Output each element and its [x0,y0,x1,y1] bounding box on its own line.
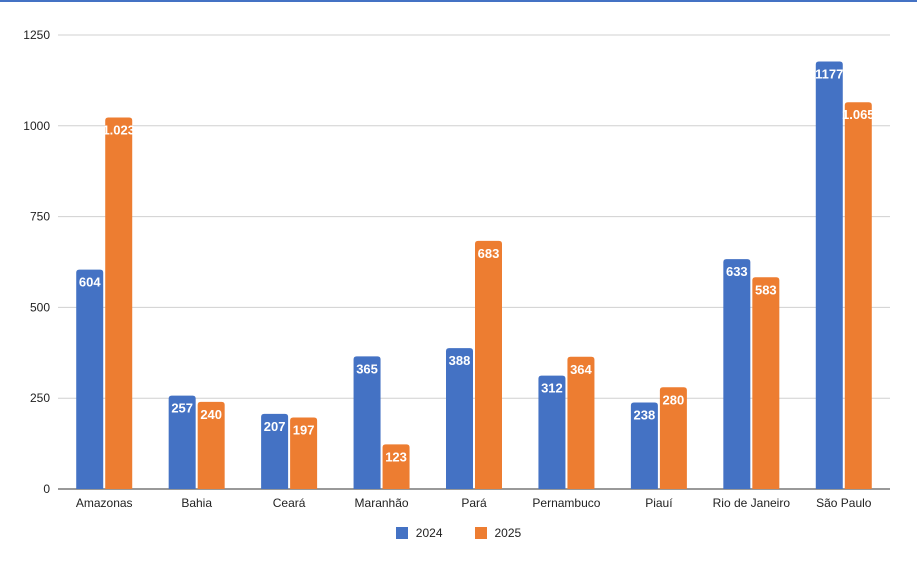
data-label: 364 [570,362,592,377]
x-tick-label: São Paulo [816,496,872,510]
legend-swatch-2024 [395,527,408,539]
data-label: 197 [293,422,315,437]
y-tick-label: 1000 [23,119,50,133]
bar-2025-são-paulo [844,102,872,489]
x-tick-label: Amazonas [76,496,133,510]
legend-item-2025: 2025 [474,526,522,540]
bar-2025-bahia [197,401,225,489]
data-label: 312 [541,381,563,396]
bar-2024-pará [446,348,473,489]
data-label: 633 [726,264,748,279]
x-tick-label: Maranhão [355,496,409,510]
y-tick-label: 0 [43,482,50,496]
data-label: 388 [449,353,471,368]
data-label: 365 [356,361,378,376]
data-label: 604 [79,275,101,290]
x-tick-label: Rio de Janeiro [713,496,791,510]
top-border [0,0,917,2]
legend-swatch-2025 [474,527,487,539]
x-tick-label: Bahia [181,496,212,510]
bar-2024-pernambuco [538,375,566,489]
x-tick-label: Pará [461,496,487,510]
bar-2025-pará [475,240,502,489]
y-tick-label: 750 [30,210,50,224]
data-label: 123 [385,449,407,464]
legend-item-2024: 2024 [395,526,443,540]
bar-2024-ceará [261,413,289,489]
bar-2025-piauí [659,387,687,489]
x-tick-label: Ceará [273,496,306,510]
data-label: 238 [634,408,656,423]
data-label: 1.023 [102,122,135,137]
data-label: 583 [755,282,777,297]
x-tick-label: Piauí [645,496,673,510]
bar-2024-bahia [168,395,196,489]
data-label: 207 [264,419,286,434]
bar-2024-maranhão [353,356,381,489]
bar-2024-rio-de-janeiro [723,259,751,489]
bar-2024-piauí [630,402,658,489]
y-tick-label: 250 [30,391,50,405]
bar-2025-maranhão [382,444,410,489]
data-label: 1177 [815,67,843,82]
data-label: 1.065 [842,107,875,122]
legend-label-2024: 2024 [415,526,443,540]
bar-2025-rio-de-janeiro [752,277,780,489]
bar-2025-ceará [290,417,318,489]
x-tick-label: Pernambuco [532,496,600,510]
bar-2024-amazonas [76,269,104,489]
legend-label-2025: 2025 [494,526,522,540]
bar-2025-amazonas [105,117,133,489]
bar-chart: 0 250 500 750 1000 1250 604 1.023 Amazonas 257 240… [23,28,890,510]
bar-2025-pernambuco [567,356,595,489]
data-label: 240 [200,407,222,422]
bar-2024-são-paulo [815,61,843,489]
data-label: 280 [663,392,685,407]
data-label: 683 [478,246,500,261]
y-tick-label: 1250 [23,28,50,42]
y-tick-label: 500 [30,300,50,314]
legend: 2024 2025 [0,526,917,540]
data-label: 257 [171,401,193,416]
